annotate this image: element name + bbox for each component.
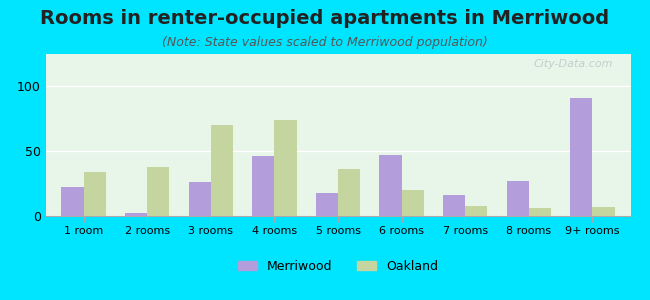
Bar (465, 206, 488, 216)
Text: Rooms in renter-occupied apartments in Merriwood: Rooms in renter-occupied apartments in M… (40, 9, 610, 28)
Bar (61, 188, 84, 216)
Bar (188, 182, 211, 216)
Bar (84, 172, 106, 216)
Bar (570, 98, 592, 216)
Bar (506, 181, 528, 216)
Bar (592, 207, 615, 216)
Bar (125, 213, 148, 216)
Bar (528, 208, 551, 216)
Bar (252, 156, 274, 216)
Bar (274, 120, 296, 216)
Text: (Note: State values scaled to Merriwood population): (Note: State values scaled to Merriwood … (162, 36, 488, 49)
Bar (211, 125, 233, 216)
Bar (316, 193, 338, 216)
Bar (402, 190, 424, 216)
Legend: Merriwood, Oakland: Merriwood, Oakland (233, 255, 443, 278)
Bar (338, 169, 360, 216)
Bar (443, 195, 465, 216)
Bar (380, 155, 402, 216)
Text: City-Data.com: City-Data.com (534, 59, 613, 69)
Bar (148, 167, 170, 216)
